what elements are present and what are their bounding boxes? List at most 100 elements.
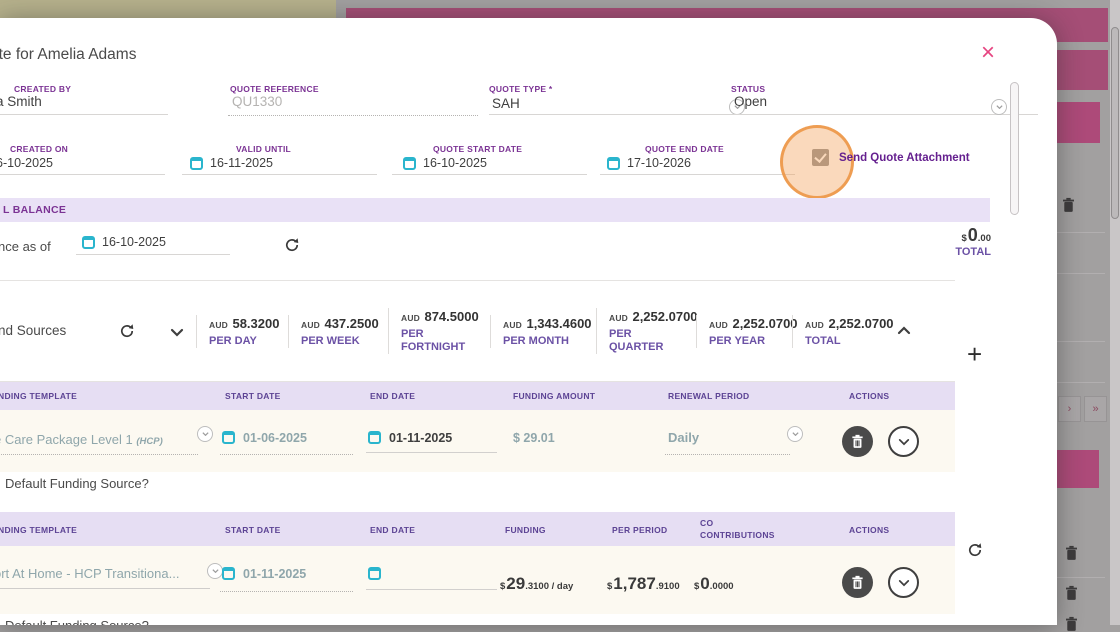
delete-funding-source-button[interactable] xyxy=(842,567,873,598)
calendar-icon[interactable] xyxy=(368,567,381,580)
page-scrollbar-track xyxy=(1110,0,1120,625)
chevron-down-icon[interactable] xyxy=(197,426,213,442)
field-underline xyxy=(76,254,230,255)
field-underline xyxy=(228,113,478,116)
stat-currency: AUD xyxy=(805,319,825,330)
pagination-next-button: › xyxy=(1058,396,1081,422)
col-funding-template: NDING TEMPLATE xyxy=(0,391,78,401)
background-pink-block-1 xyxy=(1057,102,1100,143)
funding-table2-row xyxy=(0,546,955,614)
stat-per-day: AUD 58.3200 PER DAY xyxy=(196,314,288,348)
funding-template-select[interactable]: e Care Package Level 1 (HCP) xyxy=(0,432,163,447)
quote-end-date-input[interactable]: 17-10-2026 xyxy=(627,156,691,170)
funding-template-select[interactable]: ort At Home - HCP Transitiona... xyxy=(0,566,180,581)
quote-type-select[interactable]: SAH xyxy=(492,96,520,111)
balance-section-header: L BALANCE xyxy=(3,204,67,216)
field-underline xyxy=(182,174,377,175)
co-contributions-major: 0 xyxy=(700,574,710,593)
trash-icon xyxy=(1063,197,1074,212)
modal-scrollbar-thumb[interactable] xyxy=(1010,82,1019,215)
calendar-icon[interactable] xyxy=(222,567,235,580)
row-start-date-input[interactable]: 01-06-2025 xyxy=(243,431,307,445)
stat-amount: 1,343.4600 xyxy=(526,315,592,331)
total-balance-label: TOTAL xyxy=(955,246,991,258)
stat-currency: AUD xyxy=(401,313,421,323)
stat-period: PER MONTH xyxy=(503,334,569,347)
balance-as-of-date-input[interactable]: 16-10-2025 xyxy=(102,235,166,249)
chevron-up-icon[interactable] xyxy=(897,326,911,335)
refresh-icon[interactable] xyxy=(967,542,983,558)
created-on-label: CREATED ON xyxy=(10,144,69,154)
row-renewal-period-select[interactable]: Daily xyxy=(668,430,700,445)
per-period-minor: .9100 xyxy=(655,581,680,592)
stat-amount: 2,252.0700 xyxy=(732,315,798,331)
page-scrollbar-thumb xyxy=(1111,27,1119,219)
valid-until-input[interactable]: 16-11-2025 xyxy=(210,156,274,170)
highlight-circle xyxy=(780,125,854,199)
status-select[interactable]: Open xyxy=(734,94,768,109)
calendar-icon[interactable] xyxy=(190,157,203,170)
background-row-divider xyxy=(1057,577,1105,578)
balance-as-of-label: nce as of xyxy=(0,239,51,254)
send-quote-attachment-label: Send Quote Attachment xyxy=(839,152,970,164)
stat-per-fortnight: AUD 874.5000 PER FORTNIGHT xyxy=(388,308,490,354)
funding-template-tag: (HCP) xyxy=(136,436,163,447)
created-by-label: CREATED BY xyxy=(14,84,72,94)
quote-reference-label: QUOTE REFERENCE xyxy=(230,84,319,94)
funding-major: 29 xyxy=(506,574,526,593)
stat-amount: 874.5000 xyxy=(424,309,479,324)
funding-summary-box xyxy=(0,280,955,382)
close-icon[interactable]: × xyxy=(981,39,996,66)
field-underline xyxy=(392,174,587,175)
currency-symbol: $ xyxy=(607,581,613,592)
trash-icon xyxy=(852,575,863,589)
stat-currency: AUD xyxy=(503,319,523,330)
col-funding-amount: FUNDING AMOUNT xyxy=(513,391,596,401)
delete-funding-source-button[interactable] xyxy=(842,426,873,457)
col-funding: FUNDING xyxy=(505,525,546,535)
chevron-down-icon[interactable] xyxy=(207,563,223,579)
row-end-date-input[interactable]: 01-11-2025 xyxy=(389,431,453,445)
col-start-date: START DATE xyxy=(225,525,281,535)
quote-reference-input[interactable]: QU1330 xyxy=(232,94,283,109)
add-funding-source-button[interactable]: + xyxy=(967,339,983,369)
col-start-date: START DATE xyxy=(225,391,281,401)
row-start-date-input[interactable]: 01-11-2025 xyxy=(243,567,307,581)
chevron-down-icon[interactable] xyxy=(170,328,184,337)
stat-currency: AUD xyxy=(709,319,729,330)
background-row-divider xyxy=(1057,382,1105,383)
trash-icon xyxy=(1066,616,1077,631)
field-underline xyxy=(665,452,790,455)
col-renewal-period: RENEWAL PERIOD xyxy=(668,391,750,401)
quote-start-date-input[interactable]: 16-10-2025 xyxy=(423,156,487,170)
created-by-value: a Smith xyxy=(0,94,42,109)
chevron-down-icon[interactable] xyxy=(991,99,1007,115)
col-end-date: END DATE xyxy=(370,525,416,535)
expand-funding-source-button[interactable] xyxy=(888,426,919,457)
trash-icon xyxy=(852,434,863,448)
field-underline xyxy=(0,588,210,589)
calendar-icon[interactable] xyxy=(403,157,416,170)
chevron-down-icon[interactable] xyxy=(787,426,803,442)
col-actions: ACTIONS xyxy=(849,525,890,535)
trash-icon xyxy=(1066,545,1077,560)
col-funding-template: NDING TEMPLATE xyxy=(0,525,78,535)
refresh-icon[interactable] xyxy=(119,323,135,339)
valid-until-label: VALID UNTIL xyxy=(236,144,292,154)
refresh-icon[interactable] xyxy=(284,237,300,253)
row-co-contributions-amount: $ 0 .0000 xyxy=(694,574,734,594)
stat-currency: AUD xyxy=(301,319,321,330)
row-funding-amount: $ 29.01 xyxy=(513,431,555,445)
total-balance-major: 0 xyxy=(967,225,978,245)
trash-icon xyxy=(1066,585,1077,600)
calendar-icon[interactable] xyxy=(222,431,235,444)
field-underline xyxy=(220,589,353,592)
stat-total: AUD 2,252.0700 TOTAL xyxy=(792,314,894,348)
calendar-icon[interactable] xyxy=(607,157,620,170)
expand-funding-source-button[interactable] xyxy=(888,567,919,598)
calendar-icon[interactable] xyxy=(82,236,95,249)
calendar-icon[interactable] xyxy=(368,431,381,444)
pagination-last-button: » xyxy=(1084,396,1107,422)
funding-table2-header xyxy=(0,512,955,546)
background-row-divider xyxy=(1057,341,1105,342)
